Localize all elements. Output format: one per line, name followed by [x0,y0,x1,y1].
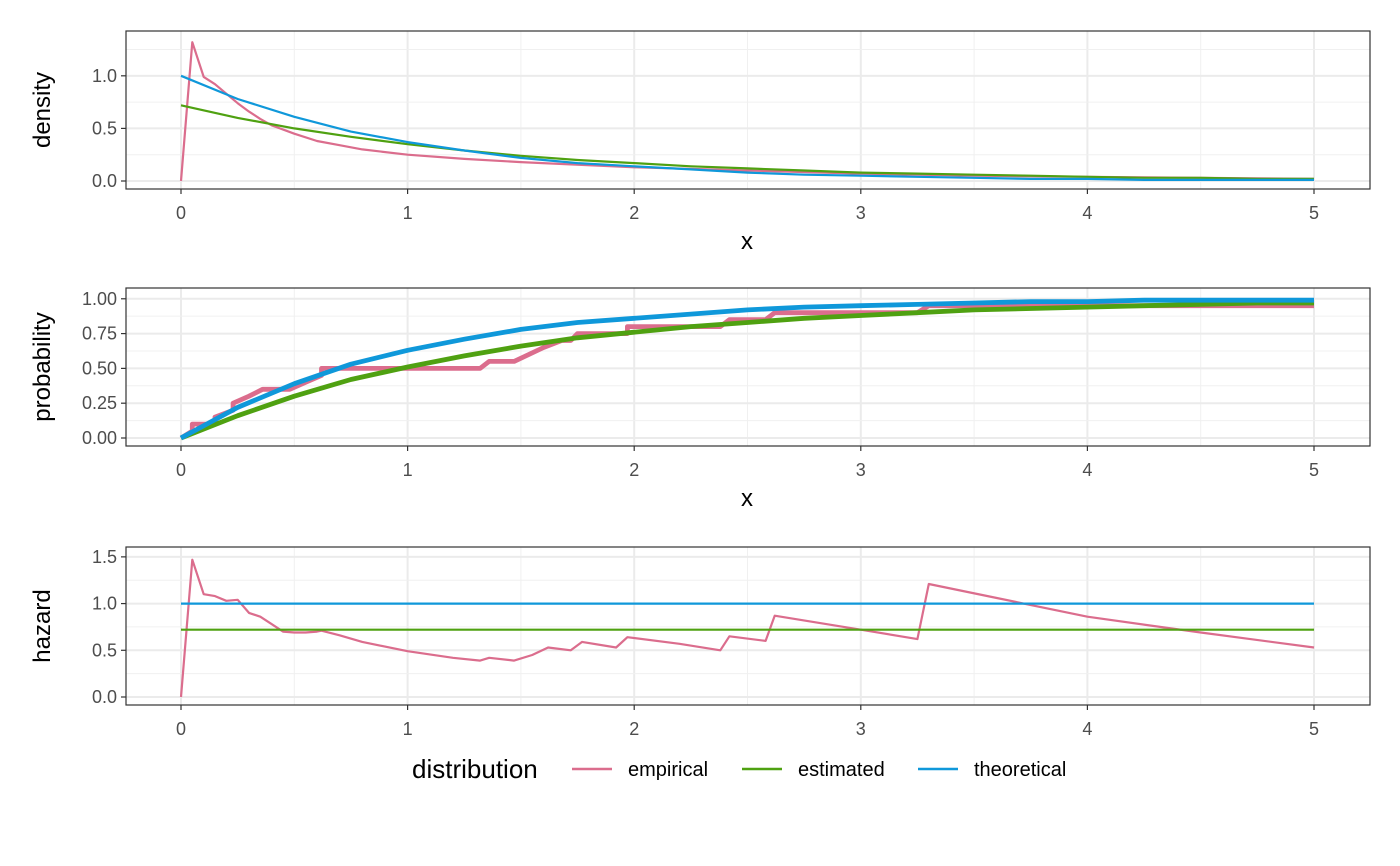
panel-border [125,287,1371,447]
legend: distribution empirical estimated theoretic… [412,754,1066,784]
chart-panel-hazard: 0 1 2 3 4 5 0.0 0.5 1.0 1.5 hazard [29,546,1371,739]
y-tick-label: 0.50 [82,358,117,378]
x-axis-title: x [741,228,753,255]
x-tick-label: 0 [176,460,186,480]
x-tick-label: 0 [176,203,186,223]
y-tick-label: 0.5 [92,118,117,138]
x-tick-label: 3 [856,460,866,480]
legend-label-theoretical: theoretical [974,759,1066,781]
y-tick-label: 0.75 [82,324,117,344]
x-tick-label: 2 [629,460,639,480]
panel-border [125,546,1371,706]
x-tick-label: 2 [629,719,639,739]
series-line-empirical [179,558,1315,698]
legend-items: empirical estimated theoretical [572,759,1066,781]
y-tick-label: 0.5 [92,640,117,660]
y-axis-title: density [29,72,56,148]
legend-item-estimated: estimated [742,759,885,781]
panel-border [125,30,1371,190]
x-tick-label: 0 [176,719,186,739]
y-tick-label: 1.0 [92,594,117,614]
y-tick-label: 0.00 [82,428,117,448]
y-tick-label: 1.00 [82,289,117,309]
legend-label-empirical: empirical [628,759,708,781]
x-tick-label: 4 [1082,719,1092,739]
series-line-estimated [180,300,1314,441]
x-tick-label: 4 [1082,460,1092,480]
legend-title: distribution [412,754,538,784]
x-tick-label: 5 [1309,203,1319,223]
x-tick-label: 4 [1082,203,1092,223]
chart-panel-density: 0 1 2 3 4 5 0.0 0.5 1.0 x density [29,30,1371,255]
legend-item-empirical: empirical [572,759,708,781]
x-tick-label: 2 [629,203,639,223]
series-line-theoretical [179,297,1314,441]
x-tick-label: 3 [856,719,866,739]
chart-panel-probability: 0 1 2 3 4 5 0.00 0.25 0.50 0.75 1.00 x probability [29,287,1371,512]
y-tick-label: 0.0 [92,171,117,191]
x-tick-label: 1 [403,719,413,739]
x-tick-label: 1 [403,460,413,480]
x-axis-title: x [741,485,753,512]
x-tick-label: 5 [1309,719,1319,739]
x-tick-label: 1 [403,203,413,223]
legend-label-estimated: estimated [798,759,885,781]
y-tick-label: 0.25 [82,393,117,413]
y-axis-title: probability [29,312,56,421]
y-axis-title: hazard [29,589,56,662]
legend-item-theoretical: theoretical [918,759,1066,781]
x-tick-label: 3 [856,203,866,223]
y-tick-label: 0.0 [92,687,117,707]
series-line-theoretical [180,74,1314,181]
series-line-estimated [180,104,1314,180]
y-tick-label: 1.0 [92,66,117,86]
y-tick-label: 1.5 [92,547,117,567]
x-tick-label: 5 [1309,460,1319,480]
